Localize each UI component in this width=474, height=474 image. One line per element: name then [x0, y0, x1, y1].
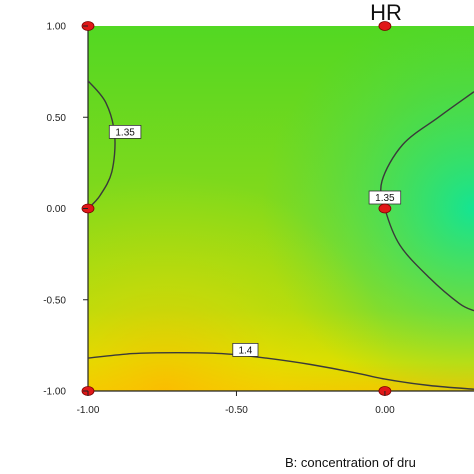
x-axis: -1.00 -0.50 0.00 [77, 391, 395, 416]
y-tick-label-4: -0.50 [43, 295, 66, 306]
y-axis: 1.00 0.50 0.00 -0.50 -1.00 [43, 22, 88, 398]
design-point-2 [378, 21, 392, 31]
x-tick-label-2: -0.50 [225, 405, 248, 416]
y-tick-label-1: 1.00 [47, 22, 67, 33]
contour-label-box-3 [232, 342, 259, 357]
design-point-4 [378, 203, 392, 214]
contour-label-1: 1.35 [115, 127, 135, 138]
chart-title: HR [370, 0, 402, 25]
y-tick-label-2: 0.50 [47, 113, 67, 124]
contour-line-1 [88, 80, 116, 209]
contour-line-3 [88, 352, 474, 390]
contour-label-box-1 [108, 125, 142, 139]
contour-label-2: 1.35 [375, 193, 395, 204]
y-tick-label-5: -1.00 [43, 387, 66, 398]
x-tick-label-3: 0.00 [375, 405, 395, 416]
plot-area [87, 26, 474, 392]
contour-labels: 1.35 1.35 1.4 [108, 125, 402, 357]
x-tick-label-1: -1.00 [77, 405, 100, 416]
y-tick-label-3: 0.00 [47, 204, 67, 215]
contour-label-3: 1.4 [238, 345, 252, 356]
x-axis-label: B: concentration of dru [285, 455, 416, 470]
